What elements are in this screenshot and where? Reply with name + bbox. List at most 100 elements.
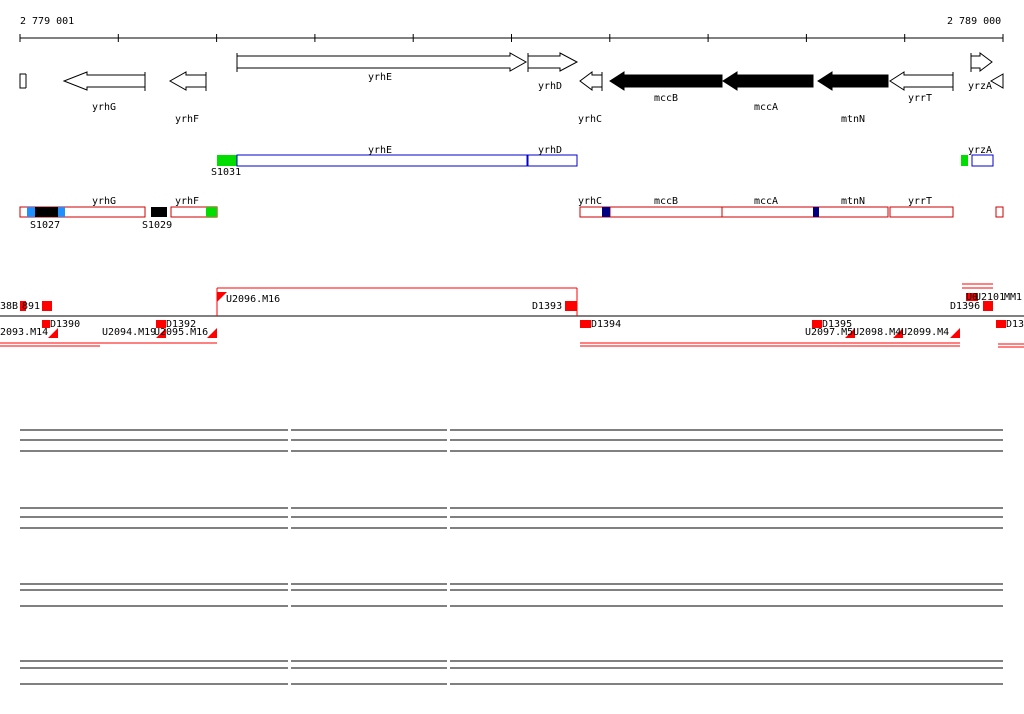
ruler-end-label: 2 789 000 (947, 16, 1001, 27)
segment-label-D1394: D1394 (591, 319, 621, 330)
gene-label-mccA: mccA (754, 102, 778, 113)
operon-label-yrrT: yrrT (908, 196, 932, 207)
segment-label-D1392: D1392 (166, 319, 196, 330)
site-mtnN-navy[interactable] (813, 207, 819, 217)
gene-left-stub[interactable] (19, 73, 26, 89)
operon-yrhG-box[interactable] (19, 206, 146, 218)
gene-label-yrzA: yrzA (968, 81, 992, 92)
segment-label-U2099: U2099.M4 (901, 327, 949, 338)
segment-label-D1390: D1390 (50, 319, 80, 330)
segment-marker-7[interactable] (207, 328, 217, 338)
segment-marker-5[interactable] (156, 320, 166, 328)
segment-track: U2096.M16 D1393 D1394 38B 891 D1390 D139… (0, 283, 1024, 348)
segment-marker-10[interactable] (580, 320, 591, 328)
operon-yrhE-box[interactable] (236, 154, 528, 167)
operon-label-yrhC: yrhC (578, 196, 602, 207)
operon-yrrT-box[interactable] (889, 206, 954, 218)
operon-label-yrhE: yrhE (368, 145, 392, 156)
operon-label-yrhF: yrhF (175, 196, 199, 207)
coordinate-ruler: 2 779 001 2 789 000 (19, 16, 1004, 42)
gene-yrhC[interactable] (579, 71, 603, 91)
operon-right-stub-box[interactable] (995, 206, 1004, 218)
site-s1029-black[interactable] (151, 207, 167, 217)
gene-yrzA-forward[interactable] (970, 52, 993, 72)
site-s1031-marker[interactable] (217, 155, 237, 166)
operon-yrhD-box[interactable] (527, 154, 578, 167)
summary-panel-forward (20, 573, 1003, 625)
gene-yrhF[interactable] (168, 71, 207, 91)
segment-label-U2096: U2096.M16 (226, 294, 280, 305)
operon-label-yrzA: yrzA (968, 145, 992, 156)
site-yrzA-marker[interactable] (961, 155, 968, 166)
segment-label-38B: 38B (0, 301, 18, 312)
segment-marker-2[interactable] (42, 301, 52, 311)
ruler-start-label: 2 779 001 (20, 16, 74, 27)
segment-marker-8[interactable] (217, 292, 227, 302)
site-s1027-black[interactable] (35, 207, 58, 217)
segment-label-891: 891 (22, 301, 40, 312)
segment-label-U2094: U2094.M19 (102, 327, 156, 338)
segment-label-U2097: U2097.M5 (805, 327, 853, 338)
segment-marker-16[interactable] (983, 301, 993, 311)
segment-marker-6[interactable] (156, 328, 166, 338)
site-s1027-blue-a[interactable] (27, 207, 35, 217)
gene-label-mccB: mccB (654, 93, 678, 104)
gene-yrzA-reverse[interactable] (990, 73, 1004, 89)
segment-marker-15[interactable] (966, 293, 978, 301)
gene-label-yrhF: yrhF (175, 114, 199, 125)
gene-yrhD[interactable] (527, 52, 579, 72)
reverse-operon-track: yrhG yrhF yrhC mccB mccA mtnN yrrT S1027… (19, 196, 1004, 231)
operon-label-mtnN: mtnN (841, 196, 865, 207)
operon-label-mccA: mccA (754, 196, 778, 207)
gene-track: yrhG yrhF yrhE yrhD yrhC mccB mccA mtnN … (19, 52, 1004, 125)
site-s1027-blue-b[interactable] (58, 207, 65, 217)
summary-panel-reverse (20, 645, 1003, 700)
segment-marker-13[interactable] (893, 328, 903, 338)
segment-label-U2101: U2101 (975, 292, 1005, 303)
segment-label-D1396: D1396 (950, 301, 980, 312)
site-label-S1027: S1027 (30, 220, 60, 231)
segment-label-D1393: D1393 (532, 301, 562, 312)
segment-label-2093: 2093.M14 (0, 327, 48, 338)
segment-marker-14[interactable] (950, 328, 960, 338)
gene-label-yrrT: yrrT (908, 93, 932, 104)
segment-label-D1395: D1395 (822, 319, 852, 330)
operon-yrzA-box[interactable] (971, 154, 994, 167)
segment-marker-9[interactable] (565, 301, 577, 311)
gene-label-yrhD: yrhD (538, 81, 562, 92)
segment-label-MM1: MM1 (1004, 292, 1022, 303)
operon-label-mccB: mccB (654, 196, 678, 207)
segment-marker-11[interactable] (812, 320, 822, 328)
expression-panel-forward (20, 405, 1003, 470)
site-yrhF-green[interactable] (206, 207, 217, 217)
operon-yrhC-mtnN-box[interactable] (579, 206, 889, 218)
gene-label-mtnN: mtnN (841, 114, 865, 125)
ruler-ticks (19, 34, 1004, 42)
segment-label-U0: U0 (966, 292, 978, 303)
gene-label-yrhC: yrhC (578, 114, 602, 125)
operon-label-yrhG: yrhG (92, 196, 116, 207)
site-label-S1031: S1031 (211, 167, 241, 178)
segment-label-U2098: U2098.M4 (853, 327, 901, 338)
gene-mccA[interactable] (722, 71, 814, 91)
gene-label-yrhE: yrhE (368, 72, 392, 83)
forward-operon-track: yrhE yrhD yrzA S1031 (211, 145, 994, 178)
segment-label-D139: D139 (1006, 319, 1024, 330)
segment-marker-17[interactable] (996, 320, 1006, 328)
segment-marker-3[interactable] (42, 320, 50, 328)
gene-yrhG[interactable] (62, 71, 146, 91)
segment-marker-12[interactable] (845, 328, 855, 338)
gene-label-yrhG: yrhG (92, 102, 116, 113)
gene-mtnN[interactable] (817, 71, 889, 91)
segment-marker-4[interactable] (48, 328, 58, 338)
site-yrhC-navy[interactable] (602, 207, 610, 217)
expression-panel-reverse (20, 475, 1003, 550)
operon-label-yrhD: yrhD (538, 145, 562, 156)
gene-yrrT[interactable] (889, 71, 954, 91)
site-label-S1029: S1029 (142, 220, 172, 231)
gene-mccB[interactable] (609, 71, 723, 91)
segment-marker-1[interactable] (20, 301, 26, 311)
gene-yrhE[interactable] (236, 52, 528, 72)
segment-label-U2095: U2095.M16 (154, 327, 208, 338)
